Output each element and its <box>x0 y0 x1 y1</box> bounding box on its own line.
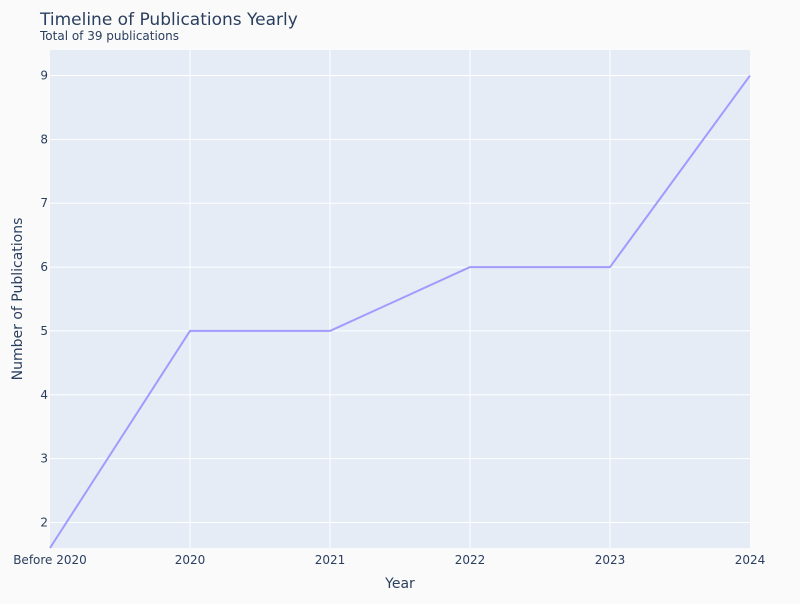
y-tick-label: 8 <box>40 132 48 146</box>
y-tick-label: 3 <box>40 452 48 466</box>
y-tick-label: 7 <box>40 196 48 210</box>
x-axis-title: Year <box>384 576 415 592</box>
y-tick-label: 4 <box>40 388 48 402</box>
x-tick-label: Before 2020 <box>13 553 87 567</box>
y-axis-title: Number of Publications <box>10 218 26 381</box>
series-line <box>49 74 751 549</box>
x-tick-label: 2020 <box>175 553 206 567</box>
y-tick-label: 2 <box>40 515 48 529</box>
x-tick-label: 2021 <box>315 553 346 567</box>
x-tick-label: 2023 <box>595 553 626 567</box>
series-layer <box>49 74 751 549</box>
y-tick-label: 5 <box>40 324 48 338</box>
x-tick-label: 2022 <box>455 553 486 567</box>
grid-lines <box>50 50 750 548</box>
y-tick-label: 6 <box>40 260 48 274</box>
chart-title: Timeline of Publications Yearly <box>39 10 298 30</box>
x-axis-ticks: Before 2020 2020 2021 2022 2023 2024 <box>13 553 765 567</box>
y-tick-label: 9 <box>40 69 48 83</box>
chart-subtitle: Total of 39 publications <box>39 29 179 43</box>
y-axis-ticks: 2 3 4 5 6 7 8 9 <box>40 69 48 530</box>
x-tick-label: 2024 <box>735 553 766 567</box>
